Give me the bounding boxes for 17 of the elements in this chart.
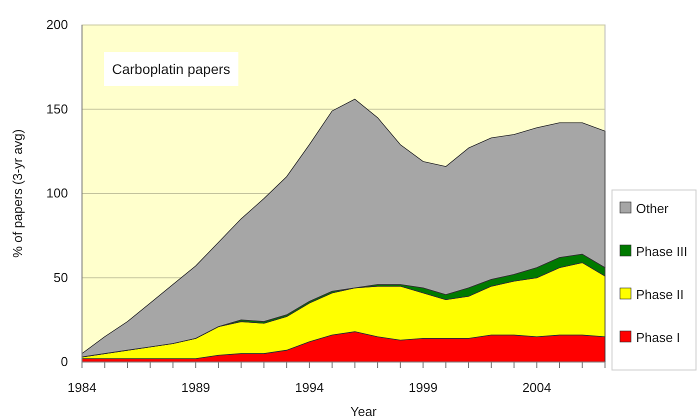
x-tick-label: 1989: [181, 380, 210, 395]
y-axis-title: % of papers (3-yr avg): [10, 129, 25, 258]
legend-label: Phase III: [636, 244, 688, 259]
legend-label: Other: [636, 201, 670, 216]
x-tick-label: 1999: [408, 380, 438, 395]
y-tick-label: 150: [46, 101, 68, 116]
legend-label: Phase II: [636, 287, 684, 302]
y-tick-label: 50: [54, 270, 68, 285]
x-tick-label: 1984: [68, 380, 96, 395]
x-tick-label: 2004: [522, 380, 552, 395]
x-axis-title: Year: [350, 404, 378, 419]
legend-label: Phase I: [636, 330, 680, 345]
x-tick-label: 1994: [294, 380, 324, 395]
y-tick-label: 200: [46, 17, 68, 32]
y-tick-label: 0: [60, 354, 68, 370]
y-tick-label: 100: [46, 186, 68, 201]
annotation: Carboplatin papers: [112, 61, 230, 77]
